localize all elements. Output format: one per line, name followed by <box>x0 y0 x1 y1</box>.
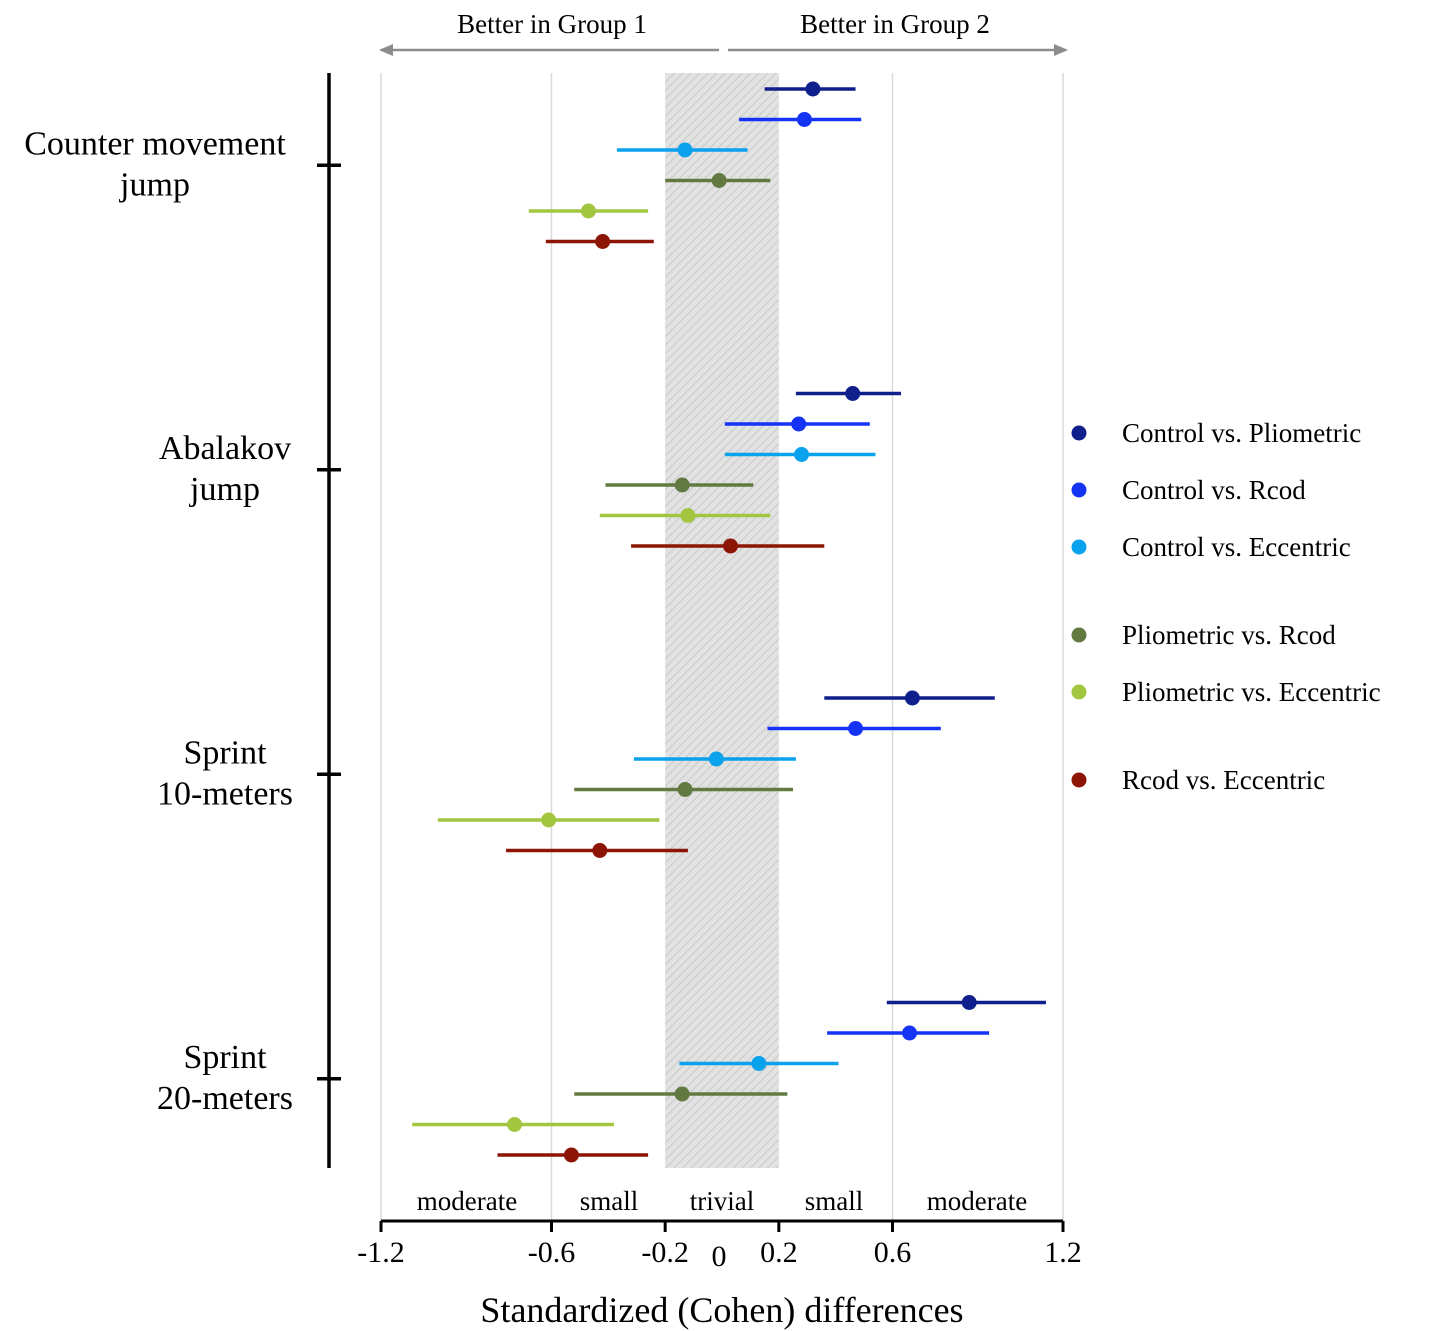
point-marker <box>580 203 596 219</box>
zone-label-small: small <box>580 1186 639 1216</box>
zone-label-small: small <box>805 1186 864 1216</box>
series-control-vs-eccentric <box>616 142 876 1071</box>
legend-label: Control vs. Rcod <box>1122 475 1306 505</box>
point-marker <box>961 995 977 1010</box>
category-label-abalakov-jump: Abalakov jump <box>159 430 291 508</box>
legend-item-control-vs-pliometric: Control vs. Pliometric <box>1071 418 1361 448</box>
legend-label: Rcod vs. Eccentric <box>1122 765 1325 795</box>
series-control-vs-pliometric <box>764 81 1046 1010</box>
zone-label-trivial: trivial <box>690 1186 754 1216</box>
point-marker <box>723 538 739 554</box>
x-tick-label: 1.2 <box>1044 1236 1082 1269</box>
legend-item-pliometric-vs-eccentric: Pliometric vs. Eccentric <box>1071 677 1381 707</box>
legend-item-control-vs-rcod: Control vs. Rcod <box>1071 475 1306 505</box>
point-marker <box>711 173 727 188</box>
legend-marker <box>1071 539 1087 555</box>
legend: Control vs. Pliometric Control vs. Rcod Co… <box>1071 418 1381 795</box>
category-labels: Counter movement jump Abalakov jump Sprint 10… <box>24 125 341 1117</box>
vertical-gridlines <box>380 73 1064 1221</box>
better-group1-label: Better in Group 1 <box>457 9 647 39</box>
zone-label-moderate: moderate <box>417 1186 517 1216</box>
legend-label: Pliometric vs. Eccentric <box>1122 677 1381 707</box>
point-marker <box>708 751 724 767</box>
point-marker <box>805 81 821 97</box>
point-marker <box>677 142 693 158</box>
point-marker <box>904 690 920 706</box>
series-pliometric-vs-eccentric <box>412 203 771 1132</box>
better-group2-label: Better in Group 2 <box>800 9 990 39</box>
legend-marker <box>1071 482 1087 498</box>
legend-label: Control vs. Eccentric <box>1122 532 1351 562</box>
series-rcod-vs-eccentric <box>497 234 825 1163</box>
point-marker <box>674 1086 690 1102</box>
series-pliometric-vs-rcod <box>574 173 794 1102</box>
x-tick-label: -0.6 <box>528 1236 576 1269</box>
zone-labels: moderate small trivial small moderate <box>417 1186 1027 1216</box>
category-label-sprint-20-meters: Sprint 20-meters <box>157 1039 293 1117</box>
legend-item-rcod-vs-eccentric: Rcod vs. Eccentric <box>1071 765 1325 795</box>
legend-item-control-vs-eccentric: Control vs. Eccentric <box>1071 532 1351 562</box>
data-marks <box>412 81 1046 1163</box>
legend-marker <box>1071 684 1087 700</box>
x-axis-label: Standardized (Cohen) differences <box>480 1290 963 1330</box>
legend-marker <box>1071 772 1087 788</box>
point-marker <box>674 477 690 493</box>
point-marker <box>677 782 693 797</box>
point-marker <box>507 1117 523 1132</box>
point-marker <box>791 416 807 432</box>
point-marker <box>563 1147 579 1163</box>
legend-label: Control vs. Pliometric <box>1122 418 1361 448</box>
point-marker <box>592 843 608 858</box>
x-tick-label: -1.2 <box>357 1236 405 1269</box>
x-axis-ticks: -1.2 -0.6 -0.2 0 0.2 0.6 1.2 <box>357 1221 1082 1273</box>
point-marker <box>845 386 861 401</box>
point-marker <box>595 234 611 249</box>
point-marker <box>794 447 810 462</box>
legend-label: Pliometric vs. Rcod <box>1122 620 1336 650</box>
zone-label-moderate: moderate <box>927 1186 1027 1216</box>
point-marker <box>541 812 557 828</box>
x-tick-label: 0.2 <box>760 1236 798 1269</box>
category-label-counter-movement-jump: Counter movement jump <box>24 125 286 203</box>
x-tick-label: -0.2 <box>641 1236 689 1269</box>
legend-marker <box>1071 627 1087 643</box>
legend-item-pliometric-vs-rcod: Pliometric vs. Rcod <box>1071 620 1336 650</box>
trivial-zone-band <box>665 73 779 1168</box>
point-marker <box>902 1025 918 1041</box>
legend-marker <box>1071 425 1087 441</box>
point-marker <box>751 1056 767 1071</box>
x-tick-label: 0.6 <box>874 1236 912 1269</box>
category-label-sprint-10-meters: Sprint 10-meters <box>157 734 293 812</box>
x-tick-label: 0 <box>712 1240 727 1273</box>
series-control-vs-rcod <box>724 112 990 1041</box>
point-marker <box>796 112 812 127</box>
point-marker <box>680 508 696 523</box>
point-marker <box>848 721 864 736</box>
